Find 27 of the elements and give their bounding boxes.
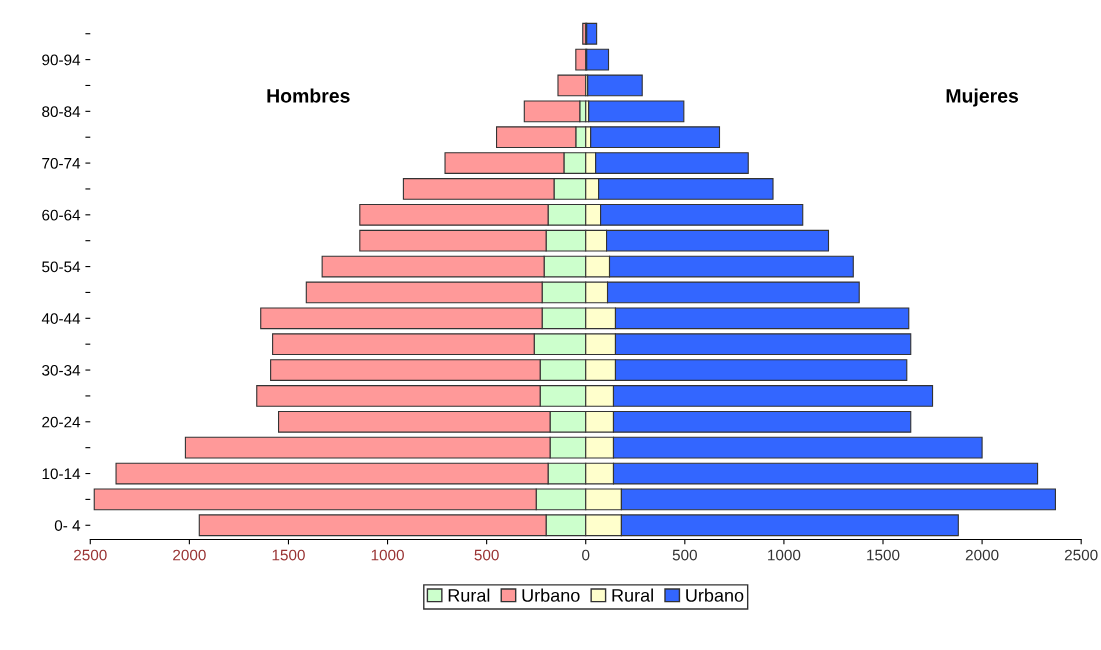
- y-tick-label: 10-14: [42, 468, 81, 480]
- annotation: Mujeres: [946, 88, 1019, 107]
- y-tick-label: 20-24: [42, 416, 81, 428]
- x-tick-label: 1000: [371, 549, 404, 561]
- y-tick-label: 80-84: [42, 106, 81, 118]
- x-tick-label: 2500: [1064, 549, 1098, 561]
- y-tick-label: 40-44: [41, 313, 81, 324]
- y-tick-label: 90-94: [42, 54, 81, 66]
- x-tick-label: 0: [582, 549, 590, 561]
- x-tick-label: 2000: [173, 549, 206, 561]
- annotation: Hombres: [267, 88, 350, 103]
- x-tick-label: 1000: [768, 549, 801, 561]
- y-tick-label: 50-54: [42, 261, 81, 273]
- legend-label: Urbano: [686, 588, 744, 602]
- legend-label: Rural: [448, 588, 490, 602]
- y-tick-label: 30-34: [42, 364, 81, 376]
- y-tick-label: 70-74: [42, 157, 81, 169]
- legend-label: Rural: [612, 588, 653, 602]
- y-tick-label: 60-64: [42, 209, 81, 221]
- x-tick-label: 500: [672, 549, 697, 561]
- x-tick-label: 1500: [272, 549, 305, 561]
- x-tick-label: 1500: [867, 549, 900, 561]
- x-tick-label: 2000: [965, 549, 999, 561]
- y-tick-label: 0- 4: [54, 520, 81, 531]
- x-tick-label: 500: [474, 549, 499, 561]
- legend-label: Urbano: [522, 588, 580, 602]
- x-tick-label: 2500: [74, 549, 107, 561]
